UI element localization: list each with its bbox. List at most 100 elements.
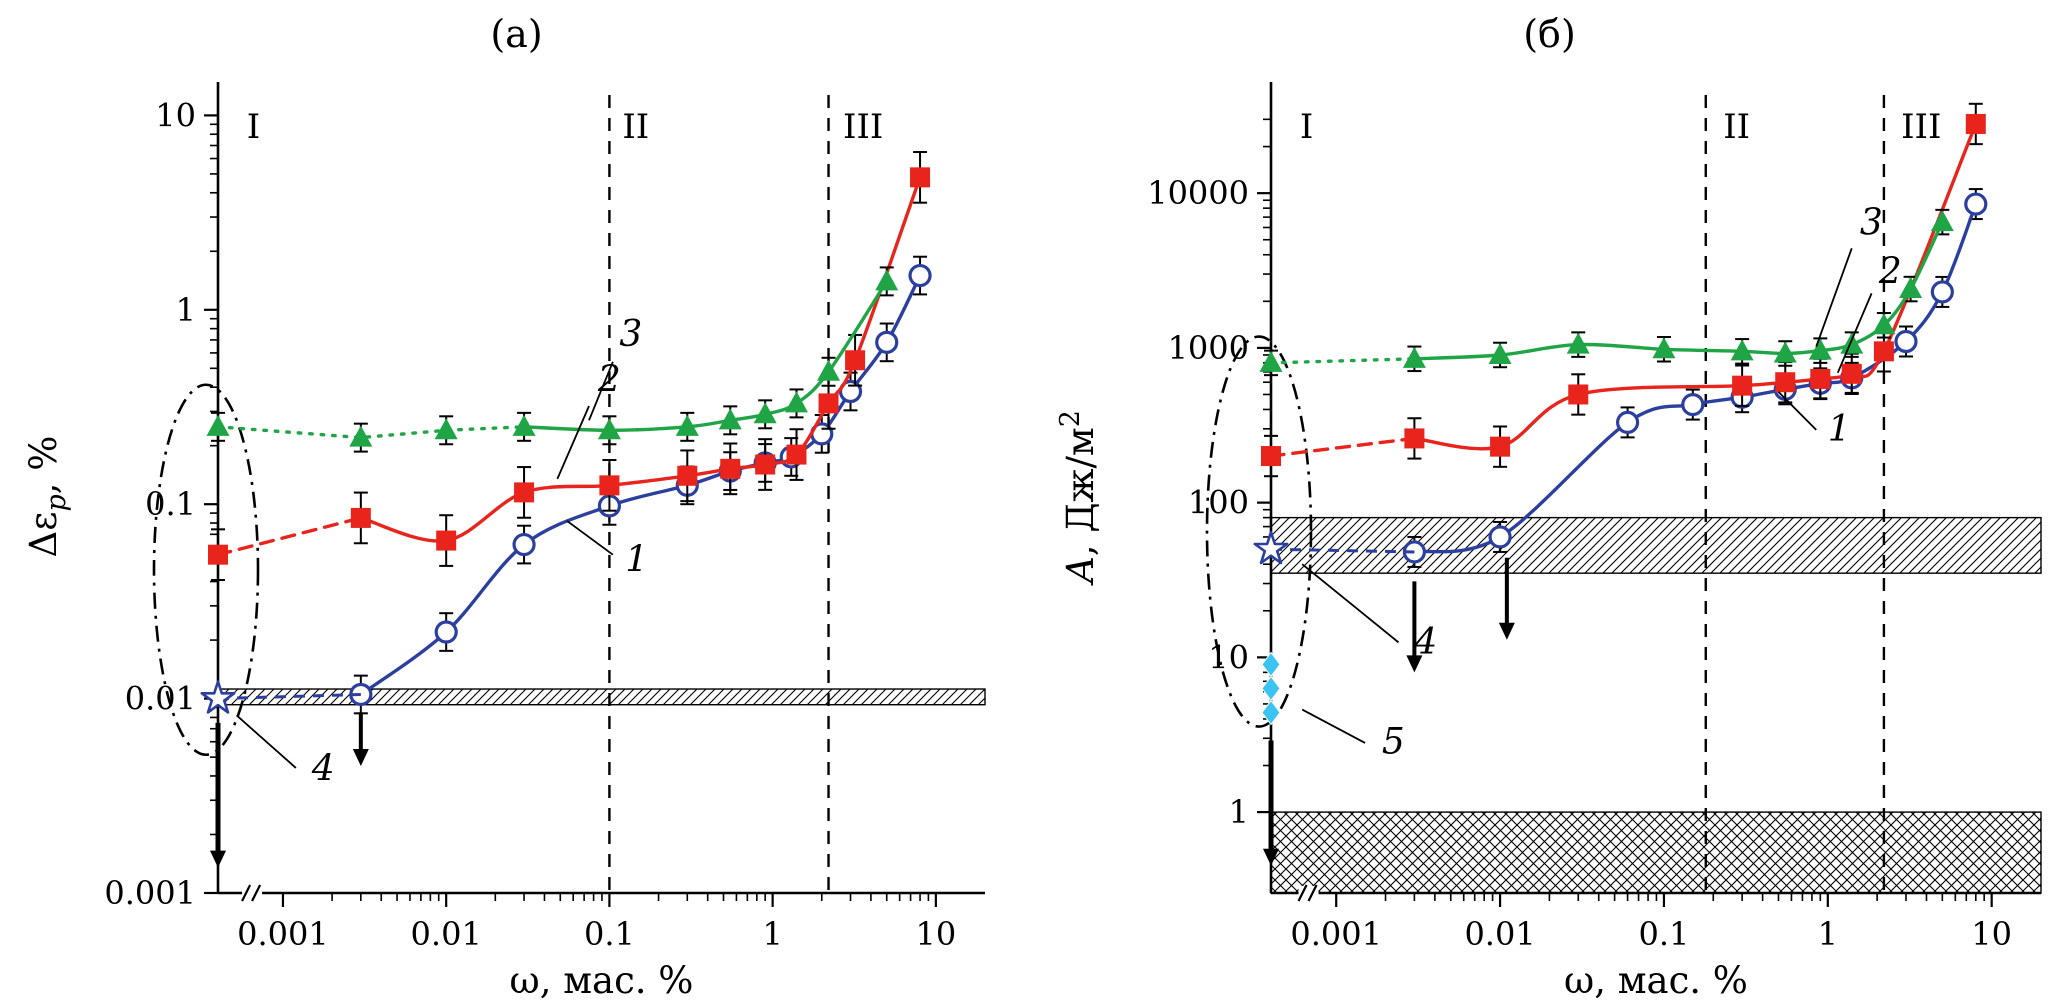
star-marker: [1253, 530, 1289, 565]
square-marker: [1404, 428, 1425, 449]
square-marker: [1490, 436, 1511, 457]
series-2-lead-line: [216, 516, 363, 557]
triangle-marker: [1840, 332, 1864, 354]
leader-line: [236, 714, 297, 769]
y-tick-label: 10000: [1147, 174, 1249, 212]
panel-b: (б) 0.001 0.01 0.1 1 10 1 10 100 1000 10000 3 2 1 4 5 I…: [1033, 0, 2066, 1008]
square-marker: [350, 507, 371, 528]
x-tick-label: 0.01: [1464, 915, 1535, 953]
panel-b-title: (б): [1523, 12, 1576, 56]
hatched-band: [1270, 811, 2042, 894]
region-label-II: II: [622, 107, 649, 147]
diamond-marker: [1261, 699, 1281, 726]
series-2: [1261, 102, 1986, 478]
circle-marker: [1681, 393, 1705, 417]
square-marker: [514, 482, 535, 503]
curve-label-3: 3: [1860, 203, 1883, 244]
y-tick-label: 0.1: [145, 485, 196, 523]
leader-line: [566, 520, 614, 556]
series-3-line: [1414, 221, 1944, 361]
square-marker: [1261, 446, 1281, 467]
leader-line: [1815, 248, 1853, 347]
leader-line: [556, 405, 590, 480]
square-marker: [910, 167, 931, 188]
x-tick-label: 0.001: [237, 915, 329, 953]
square-marker: [1873, 341, 1894, 362]
square-marker: [818, 393, 839, 414]
star-marker: [200, 680, 236, 714]
circle-marker: [1894, 329, 1918, 354]
highlight-ellipse: [1205, 335, 1313, 728]
curve-label-2: 2: [597, 359, 621, 400]
x-tick-label: 0.001: [1290, 915, 1382, 953]
x-tick-label: 0.1: [1638, 915, 1689, 953]
triangle-marker: [718, 408, 742, 430]
square-marker: [1732, 375, 1753, 396]
x-tick-label: 0.01: [411, 915, 482, 953]
triangle-marker: [675, 414, 699, 436]
square-marker: [599, 475, 620, 496]
circle-marker: [434, 620, 458, 644]
circle-marker: [1488, 525, 1512, 549]
triangle-marker: [1899, 277, 1923, 299]
triangle-marker: [1566, 332, 1590, 354]
y-tick-label: 10: [155, 96, 196, 134]
down-arrow-head: [352, 749, 369, 767]
x-tick-label: 1: [762, 915, 782, 953]
triangle-marker: [1773, 341, 1797, 363]
curve-label-1: 1: [625, 540, 648, 581]
diamond-marker: [1261, 675, 1281, 702]
highlight-ellipse: [152, 383, 260, 757]
y-tick-label: 1: [1229, 793, 1249, 831]
hatched-band: [1270, 516, 2042, 574]
square-marker: [1965, 113, 1986, 134]
triangle-marker: [349, 425, 373, 447]
curve-label-2: 2: [1878, 252, 1902, 293]
triangle-marker: [1872, 313, 1896, 335]
leader-line: [1836, 293, 1873, 374]
square-marker: [786, 444, 807, 465]
x-tick-label: 1: [1818, 915, 1838, 953]
square-marker: [436, 530, 457, 551]
triangle-marker: [1402, 346, 1426, 368]
hatched-band: [217, 688, 986, 706]
triangle-marker: [875, 269, 899, 291]
x-tick-label: 10: [1971, 915, 2012, 953]
triangle-marker: [1259, 350, 1283, 372]
triangle-marker: [597, 418, 621, 440]
triangle-marker: [512, 414, 536, 436]
down-arrow-head: [1406, 655, 1423, 673]
y-tick-label: 100: [1188, 484, 1249, 522]
circle-marker: [512, 532, 536, 557]
panel-a-title: (а): [490, 12, 543, 56]
down-arrow-head: [1263, 848, 1279, 866]
y-tick-label: 10: [1208, 638, 1249, 676]
series-3-lead-line: [1269, 357, 1417, 365]
curve-label-4: 4: [1413, 622, 1437, 663]
square-marker: [1568, 384, 1589, 405]
series-3: [1259, 208, 1954, 377]
down-arrow-head: [1498, 622, 1515, 640]
square-marker: [1775, 372, 1796, 393]
triangle-marker: [1930, 210, 1954, 232]
y-tick-label: 0.01: [125, 680, 196, 718]
series-2: [208, 151, 931, 582]
x-axis-label: ω, мас. %: [510, 959, 694, 1002]
region-label-III: III: [1901, 107, 1941, 147]
y-axis-label: A, Дж/м2: [1055, 410, 1102, 586]
square-marker: [1841, 363, 1862, 384]
series-3: [206, 266, 899, 453]
triangle-marker: [206, 414, 230, 436]
triangle-marker: [784, 391, 808, 413]
triangle-marker: [1730, 339, 1754, 361]
square-marker: [677, 465, 698, 486]
curve-label-1: 1: [1828, 409, 1851, 450]
region-label-I: I: [1300, 107, 1313, 147]
triangle-marker: [753, 402, 777, 424]
region-label-I: I: [247, 107, 260, 147]
extra-connector: [1270, 547, 1415, 554]
leader-line: [1777, 391, 1817, 431]
